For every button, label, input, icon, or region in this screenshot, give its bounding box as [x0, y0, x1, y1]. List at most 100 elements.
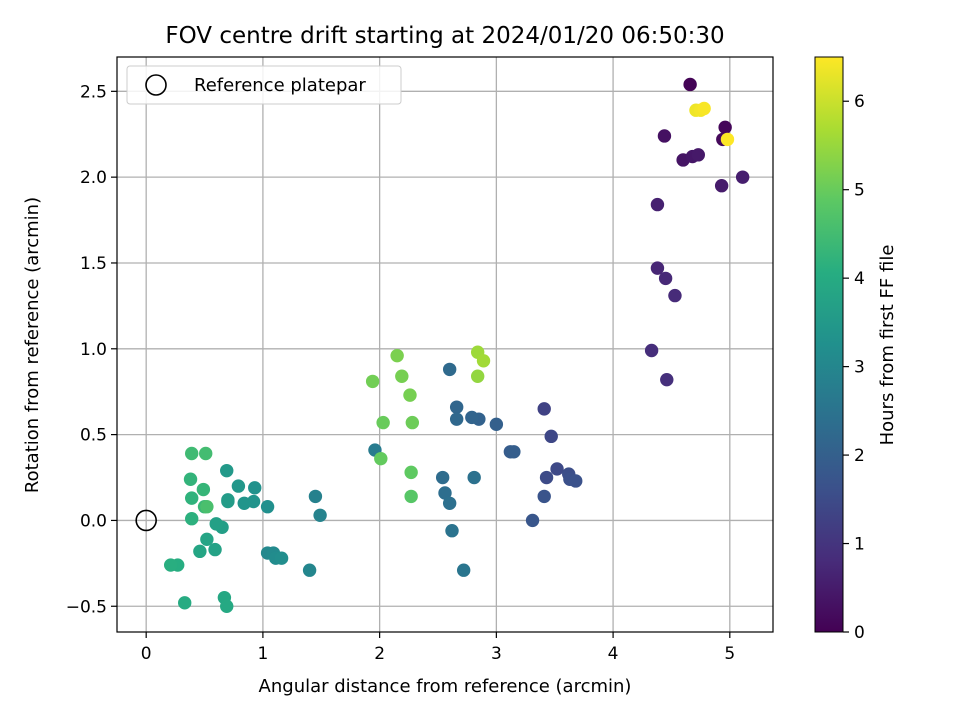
data-point	[435, 470, 450, 485]
y-tick-label: 2.0	[80, 168, 107, 188]
y-tick-label: 1.5	[80, 254, 107, 274]
plot-frame	[116, 56, 774, 633]
data-point	[569, 474, 583, 488]
colorbar	[814, 56, 844, 633]
legend-label: Reference platepar	[194, 75, 366, 96]
data-point	[260, 500, 275, 514]
y-axis-ticks: −0.5 0.0 0.5 1.0 1.5 2.0 2.5	[66, 82, 117, 617]
data-point	[438, 486, 452, 500]
data-point	[644, 343, 659, 358]
x-tick-label: 4	[608, 644, 619, 664]
data-point	[200, 532, 214, 547]
data-point	[467, 470, 481, 485]
data-point	[449, 400, 464, 414]
data-point	[660, 372, 674, 387]
data-point	[193, 544, 207, 559]
data-point	[178, 596, 192, 610]
colorbar-tick-label: 0	[854, 623, 865, 643]
data-point	[248, 481, 262, 495]
data-point	[445, 524, 459, 538]
grid	[117, 57, 773, 632]
data-point	[405, 415, 420, 430]
y-tick-label: 1.0	[80, 340, 107, 360]
y-tick-label: 0.0	[80, 511, 107, 531]
y-tick-label: −0.5	[66, 597, 107, 617]
data-point	[691, 148, 705, 162]
data-point	[376, 415, 390, 430]
reference-platepar-marker	[135, 509, 157, 532]
data-point	[404, 489, 418, 504]
data-point	[718, 120, 732, 135]
data-point	[714, 179, 729, 193]
data-point	[185, 512, 199, 526]
data-point	[209, 517, 223, 531]
x-axis-label: Angular distance from reference (arcmin)	[259, 676, 632, 697]
data-point	[403, 388, 417, 402]
data-point	[465, 410, 479, 425]
colorbar-tick-label: 1	[854, 535, 865, 555]
x-tick-label: 1	[257, 644, 268, 664]
data-point	[221, 494, 235, 509]
data-point	[196, 482, 211, 497]
data-point	[537, 402, 551, 416]
data-point	[449, 412, 464, 426]
data-point	[650, 197, 665, 212]
data-point	[720, 132, 735, 147]
data-point	[657, 129, 672, 143]
data-point	[668, 288, 682, 303]
data-point	[308, 489, 323, 504]
data-point	[404, 465, 418, 480]
colorbar-tick-label: 6	[854, 92, 865, 112]
data-point	[442, 362, 457, 377]
data-point	[683, 77, 697, 92]
colorbar-ticks: 0 1 2 3 4 5 6	[843, 92, 865, 643]
data-point	[390, 348, 404, 363]
x-tick-label: 5	[724, 644, 735, 664]
data-point	[489, 417, 504, 432]
y-tick-label: 2.5	[80, 82, 107, 102]
data-point	[456, 563, 471, 577]
colorbar-tick-label: 4	[854, 269, 865, 289]
x-tick-label: 3	[491, 644, 502, 664]
data-point	[183, 472, 198, 486]
x-tick-label: 2	[374, 644, 385, 664]
data-point	[697, 101, 711, 116]
colorbar-tick-label: 5	[854, 181, 865, 201]
chart-title: FOV centre drift starting at 2024/01/20 …	[165, 23, 724, 49]
data-point	[507, 445, 521, 459]
data-point	[220, 599, 234, 613]
data-point	[650, 261, 665, 275]
data-point	[199, 446, 213, 461]
data-point	[302, 563, 317, 577]
data-points	[163, 77, 750, 613]
data-point	[658, 271, 673, 286]
data-point	[237, 496, 251, 510]
data-point	[274, 551, 289, 565]
colorbar-label: Hours from first FF file	[877, 245, 898, 446]
data-point	[313, 508, 327, 522]
legend: Reference platepar	[126, 65, 402, 105]
x-tick-label: 0	[141, 644, 152, 664]
data-point	[476, 354, 491, 368]
data-point	[163, 558, 178, 572]
data-point	[537, 489, 551, 504]
data-point	[208, 542, 222, 557]
data-point	[442, 496, 457, 510]
data-point	[220, 463, 234, 478]
data-point	[231, 479, 246, 493]
colorbar-tick-label: 3	[854, 358, 865, 378]
data-point	[374, 451, 388, 466]
data-point	[550, 462, 564, 476]
legend-open-circle-icon	[145, 74, 167, 96]
data-point	[525, 513, 540, 528]
colorbar-tick-label: 2	[854, 446, 865, 466]
data-point	[200, 500, 214, 514]
y-tick-label: 0.5	[80, 426, 107, 446]
data-point	[735, 170, 750, 184]
data-point	[395, 369, 409, 383]
data-point	[544, 429, 558, 444]
legend-box	[126, 65, 402, 105]
data-point	[365, 374, 380, 389]
